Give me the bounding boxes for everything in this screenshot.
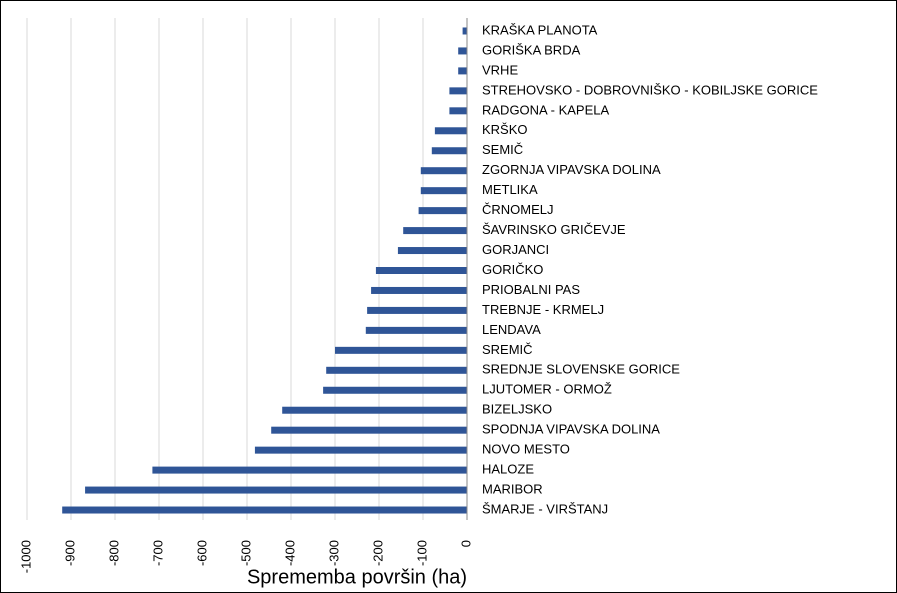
bar xyxy=(420,167,467,175)
bar xyxy=(397,247,467,255)
bar xyxy=(420,187,467,195)
bar xyxy=(323,386,467,394)
category-label: METLIKA xyxy=(482,182,538,197)
x-tick-label: -1000 xyxy=(18,540,33,573)
category-label: ZGORNJA VIPAVSKA DOLINA xyxy=(482,162,661,177)
category-label: VRHE xyxy=(482,62,518,77)
x-tick-label: -700 xyxy=(150,540,165,566)
x-tick-label: -900 xyxy=(62,540,77,566)
category-label: TREBNJE - KRMELJ xyxy=(482,302,604,317)
category-label: KRŠKO xyxy=(482,122,528,137)
bar xyxy=(62,506,467,514)
category-label: BIZELJSKO xyxy=(482,402,552,417)
category-label: STREHOVSKO - DOBROVNIŠKO - KOBILJSKE GOR… xyxy=(482,82,818,97)
category-label: KRAŠKA PLANOTA xyxy=(482,22,598,37)
category-label: GORIČKO xyxy=(482,262,543,277)
category-label: SREDNJE SLOVENSKE GORICE xyxy=(482,362,680,377)
category-label: ŠAVRINSKO GRIČEVJE xyxy=(482,222,626,237)
category-label: ŠMARJE - VIRŠTANJ xyxy=(482,501,608,516)
bar xyxy=(371,286,467,294)
x-tick-label: -800 xyxy=(106,540,121,566)
x-tick-label: 0 xyxy=(458,540,473,547)
category-label: SPODNJA VIPAVSKA DOLINA xyxy=(482,422,660,437)
x-tick-label: -200 xyxy=(370,540,385,566)
bar xyxy=(449,87,467,95)
bar xyxy=(462,27,467,35)
category-label: LENDAVA xyxy=(482,322,541,337)
category-label: LJUTOMER - ORMOŽ xyxy=(482,382,612,397)
bar xyxy=(449,107,467,115)
category-label: GORJANCI xyxy=(482,242,549,257)
bar xyxy=(367,306,467,314)
category-label: SEMIČ xyxy=(482,142,523,157)
category-label: HALOZE xyxy=(482,462,534,477)
x-tick-label: -400 xyxy=(282,540,297,566)
bar xyxy=(375,267,467,274)
bar xyxy=(282,406,467,414)
category-label: GORIŠKA BRDA xyxy=(482,42,581,57)
bar xyxy=(326,366,467,374)
bar xyxy=(434,127,467,135)
bar xyxy=(431,147,467,155)
bar xyxy=(418,207,467,215)
category-label: SREMIČ xyxy=(482,342,533,357)
category-label: RADGONA - KAPELA xyxy=(482,102,609,117)
x-axis-title: Sprememba površin (ha) xyxy=(247,566,467,588)
category-label: ČRNOMELJ xyxy=(482,202,554,217)
bar xyxy=(458,67,467,75)
category-label: PRIOBALNI PAS xyxy=(482,282,580,297)
x-tick-label: -300 xyxy=(326,540,341,566)
x-tick-label: -600 xyxy=(194,540,209,566)
category-label: NOVO MESTO xyxy=(482,442,570,457)
bar xyxy=(152,466,467,474)
bar xyxy=(335,346,467,354)
bar xyxy=(458,47,467,55)
bar xyxy=(403,227,467,235)
x-tick-label: -500 xyxy=(238,540,253,566)
bar xyxy=(254,446,467,454)
category-label: MARIBOR xyxy=(482,481,543,496)
x-tick-label: -100 xyxy=(414,540,429,566)
bar xyxy=(271,426,467,434)
bar xyxy=(85,486,467,494)
bar xyxy=(365,326,467,334)
